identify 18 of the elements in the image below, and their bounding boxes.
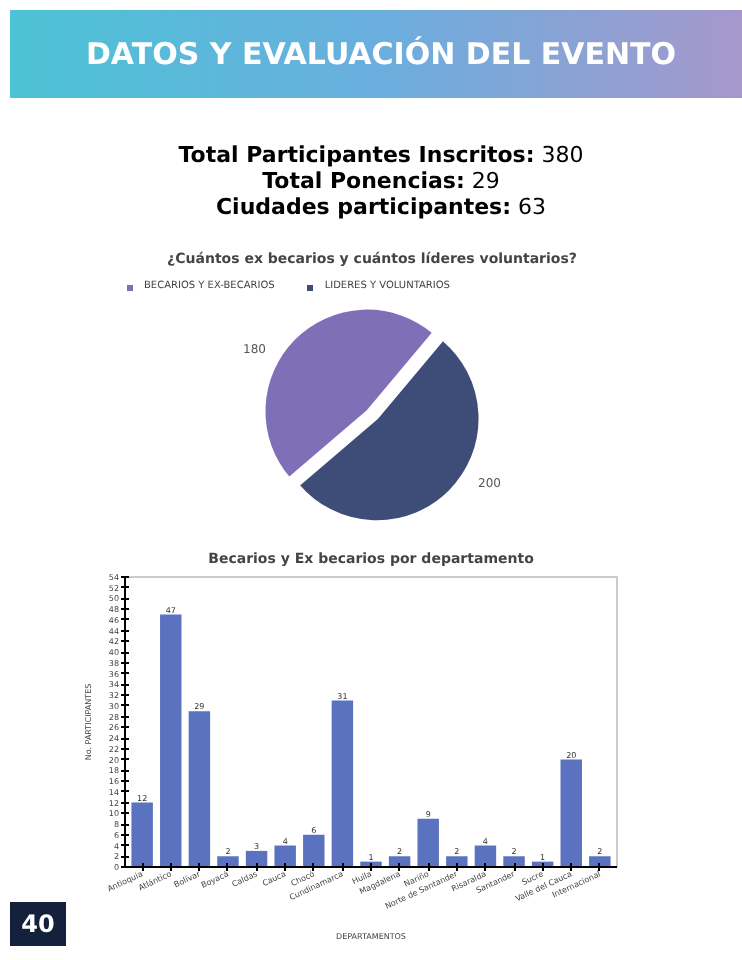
bar (331, 700, 354, 867)
bar (503, 856, 525, 867)
bar (474, 845, 497, 867)
bar (188, 711, 211, 867)
bar (417, 818, 439, 867)
bar (303, 834, 325, 867)
text: Total Ponencias: 29 (262, 168, 500, 194)
text: Total Participantes Inscritos: 380 (178, 142, 584, 168)
bar (560, 759, 582, 867)
bar (589, 856, 611, 867)
text: Ciudades participantes: 63 (215, 194, 547, 220)
bar (274, 845, 296, 867)
bar (217, 856, 239, 867)
bar (160, 614, 182, 867)
bar (131, 802, 153, 867)
bar (446, 856, 468, 867)
text: 40 (21, 908, 55, 942)
text: DATOS Y EVALUACIÓN DEL EVENTO (85, 34, 677, 76)
